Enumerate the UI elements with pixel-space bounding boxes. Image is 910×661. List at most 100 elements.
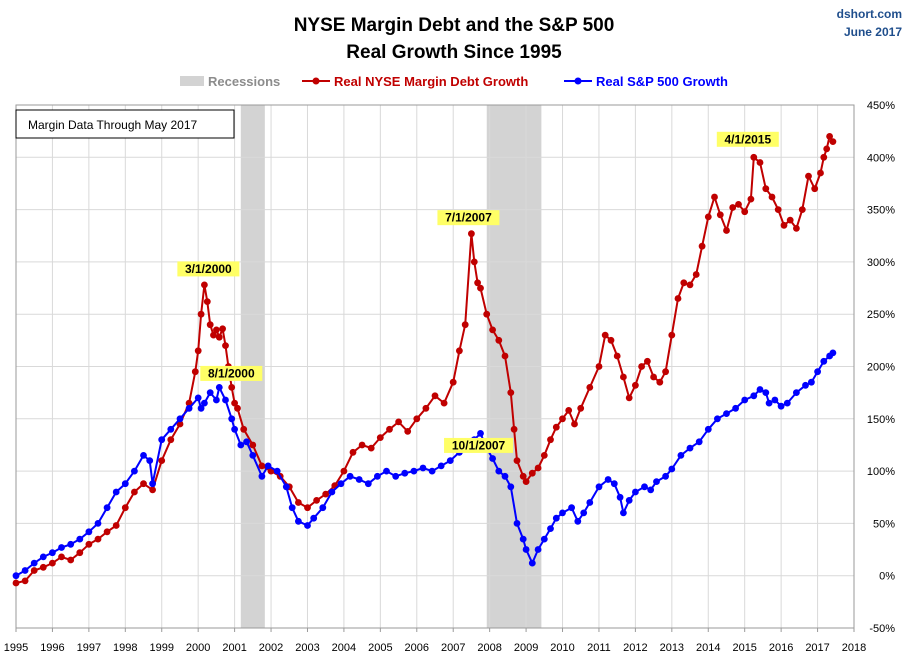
sp500-data-point [231,425,239,433]
margin-data-point [716,211,724,219]
margin-data-point [540,452,548,459]
sp500-data-point [310,514,318,522]
margin-data-point [756,159,764,166]
margin-data-point [474,279,481,287]
margin-data-point [483,310,491,318]
margin-data-point [39,563,47,571]
series-layer [12,133,837,587]
margin-data-point [121,504,129,512]
sp500-data-point [264,462,272,470]
sp500-data-point [194,394,202,402]
sp500-data-point [392,472,400,480]
sp500-data-point [677,452,685,459]
x-tick-label: 2016 [769,642,793,654]
margin-data-point [638,363,645,370]
margin-data-point [258,462,266,470]
sp500-data-point [653,478,660,485]
margin-data-point [461,321,469,329]
sp500-data-point [641,483,648,491]
annotation-layer: 3/1/2000 8/1/2000 7/1/2007 10/1/2007 4/1/201… [177,131,779,453]
legend-recession-label: Recessions [208,74,280,89]
margin-data-point [228,384,236,391]
margin-data-point [723,227,730,234]
margin-data-point [571,420,578,428]
margin-data-point [686,281,694,289]
margin-data-point [468,230,475,238]
margin-data-point [58,553,65,561]
annotation-label: 4/1/2015 [724,132,771,146]
sp500-data-point [21,567,29,574]
note-box [15,109,235,139]
sp500-data-point [364,480,372,488]
sp500-data-point [383,467,390,475]
margin-data-point [213,326,220,334]
margin-data-point [85,540,93,548]
x-tick-label: 2008 [477,642,501,654]
margin-data-point [340,467,348,475]
sp500-data-point [808,378,815,386]
margin-data-point [513,457,521,464]
margin-data-point [747,195,755,203]
margin-data-point [149,486,157,494]
sp500-data-point [419,464,427,472]
sp500-data-point [501,472,509,480]
margin-data-point [94,535,102,543]
margin-data-point [768,193,776,201]
sp500-data-point [215,384,223,391]
sp500-data-point [625,497,633,504]
margin-data-point [501,352,509,360]
y-tick-label: 0% [879,571,895,583]
margin-data-point [234,404,241,412]
x-axis: 1995 1996 1997 1998 1999 2000 2001 2002 2003 2004… [4,628,866,654]
sp500-data-point [39,553,47,561]
sp500-data-point [540,535,548,543]
brand-label: dshort.com [837,7,902,21]
margin-data-point [376,434,384,441]
margin-data-point [811,185,819,193]
sp500-data-point [213,396,220,404]
x-tick-label: 1996 [40,642,64,654]
sp500-data-point [750,392,758,400]
x-tick-label: 2001 [222,642,246,654]
sp500-data-point [158,436,166,444]
sp500-data-point [103,504,111,512]
sp500-data-point [586,499,594,506]
margin-data-point [507,389,515,396]
sp500-data-point [647,486,655,494]
sp500-data-point [288,504,296,512]
note-box-text: Margin Data Through May 2017 [28,118,198,132]
margin-data-point [67,556,75,564]
margin-data-point [644,357,651,365]
sp500-data-point [762,389,770,396]
sp500-data-point [85,528,93,536]
margin-data-point [798,206,806,214]
sp500-data-point [282,483,290,491]
plot-frame [15,104,855,629]
margin-data-point [823,145,831,153]
margin-data-point [215,333,223,341]
x-tick-label: 2017 [805,642,829,654]
sp500-data-point [243,438,251,446]
sp500-data-point [495,467,503,475]
annotation-label: 7/1/2007 [445,211,492,225]
legend-margin-marker [312,77,320,85]
sp500-data-point [765,399,773,407]
sp500-data-point [568,504,575,512]
margin-data-point [201,281,208,289]
x-tick-label: 2007 [441,642,465,654]
margin-data-point [656,378,664,386]
x-tick-label: 2005 [368,642,392,654]
margin-data-point [395,418,402,426]
margin-data-point [103,528,111,536]
grid-layer [15,104,855,629]
sp500-data-point [319,504,327,512]
sp500-data-point [140,452,147,459]
sp500-data-point [604,476,612,483]
margin-data-point [140,480,147,488]
margin-data-point [565,407,573,414]
annotation-bg [200,365,263,381]
margin-data-point [210,331,217,339]
margin-data-point [805,172,812,180]
sp500-data-point [574,517,582,525]
